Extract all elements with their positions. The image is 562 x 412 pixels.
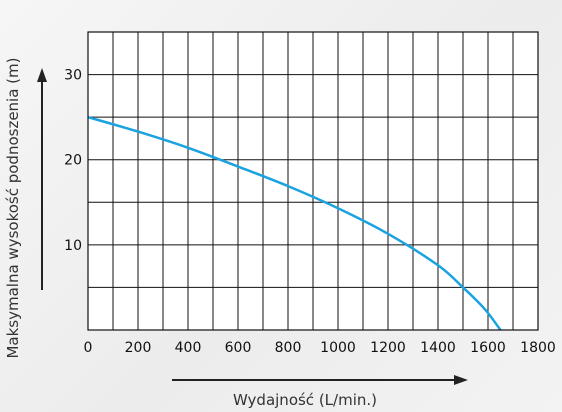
- x-tick-label: 600: [225, 340, 252, 356]
- y-tick-label: 20: [64, 153, 82, 169]
- y-axis-arrow-head: [37, 68, 47, 82]
- y-tick-labels: 10 20 30: [64, 68, 82, 254]
- x-axis-arrow-head: [454, 375, 468, 385]
- x-tick-label: 800: [275, 340, 302, 356]
- series-line: [87, 115, 502, 331]
- x-tick-label: 1400: [420, 340, 456, 356]
- x-axis-label: Wydajność (L/min.): [233, 391, 377, 409]
- grid-lines: [88, 32, 538, 330]
- x-tick-label: 400: [175, 340, 202, 356]
- plot-border: [87, 31, 539, 331]
- x-tick-labels: 0 200 400 600 800 1000 1200 1400 1600 1800: [84, 340, 556, 356]
- x-tick-label: 1200: [370, 340, 406, 356]
- y-axis-label: Maksymalna wysokość podnoszenia (m): [4, 57, 22, 358]
- x-tick-label: 0: [84, 340, 93, 356]
- x-tick-label: 200: [125, 340, 152, 356]
- x-tick-label: 1800: [520, 340, 556, 356]
- x-tick-label: 1600: [470, 340, 506, 356]
- y-tick-label: 30: [64, 68, 82, 84]
- y-tick-label: 10: [64, 238, 82, 254]
- x-tick-label: 1000: [320, 340, 356, 356]
